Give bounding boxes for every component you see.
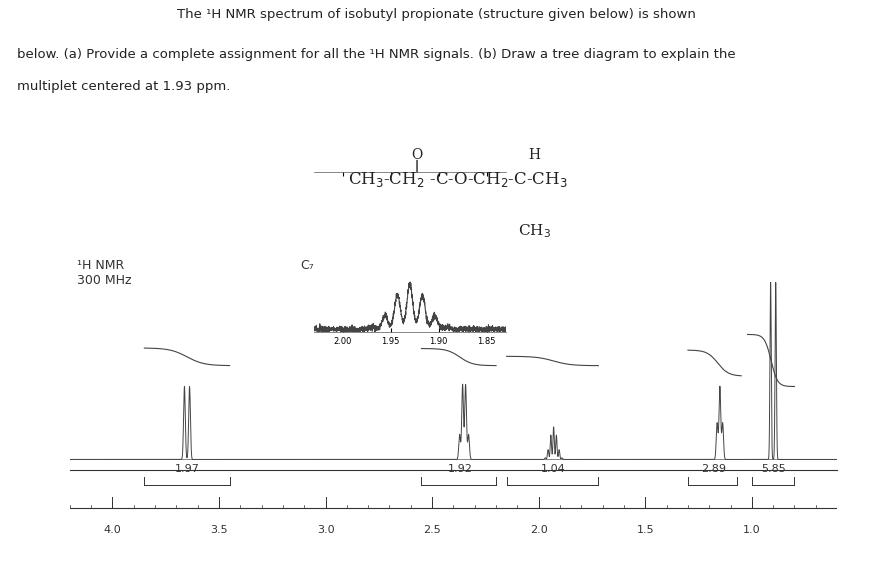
Text: ¹H NMR
300 MHz: ¹H NMR 300 MHz [78, 259, 132, 287]
Text: 1.92: 1.92 [447, 464, 473, 474]
Text: CH$_3$: CH$_3$ [518, 222, 551, 240]
Text: 5.85: 5.85 [760, 464, 786, 474]
Text: 2.0: 2.0 [530, 525, 548, 535]
Text: 3.5: 3.5 [210, 525, 228, 535]
Text: 2.5: 2.5 [423, 525, 441, 535]
Text: H: H [528, 148, 541, 162]
Text: 1.0: 1.0 [743, 525, 760, 535]
Text: 1.97: 1.97 [174, 464, 200, 474]
Text: O: O [412, 148, 423, 162]
Text: multiplet centered at 1.93 ppm.: multiplet centered at 1.93 ppm. [17, 80, 230, 93]
Text: CH$_3$-CH$_2$ -C-O-CH$_2$-C-CH$_3$: CH$_3$-CH$_2$ -C-O-CH$_2$-C-CH$_3$ [348, 170, 568, 189]
Text: 4.0: 4.0 [104, 525, 121, 535]
Text: 2.89: 2.89 [701, 464, 726, 474]
Text: below. (a) Provide a complete assignment for all the ¹H NMR signals. (b) Draw a : below. (a) Provide a complete assignment… [17, 48, 736, 61]
Text: The ¹H NMR spectrum of isobutyl propionate (structure given below) is shown: The ¹H NMR spectrum of isobutyl propiona… [176, 8, 696, 21]
Text: 1.5: 1.5 [637, 525, 654, 535]
Text: 1.04: 1.04 [542, 464, 566, 474]
Text: C₇H₁₄O₂: C₇H₁₄O₂ [300, 259, 348, 272]
Text: 3.0: 3.0 [317, 525, 334, 535]
